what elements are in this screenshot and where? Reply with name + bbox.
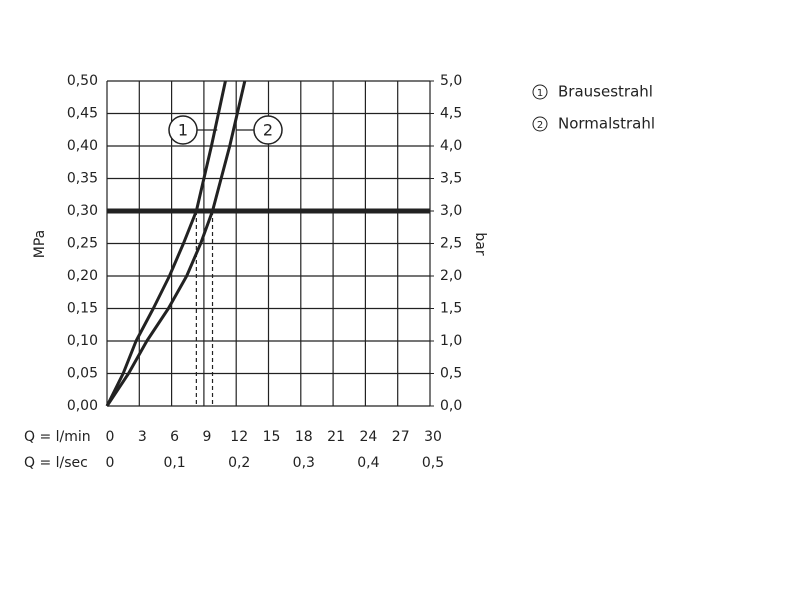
x2-tick-label: 0,3	[293, 455, 315, 471]
y2-tick-label: 2,0	[440, 268, 462, 284]
x2-tick-label: 0,4	[357, 455, 379, 471]
x-tick-label: 12	[230, 429, 248, 445]
y-tick-label: 0,15	[67, 301, 98, 317]
annotation-circle	[168, 115, 198, 145]
annotation-label: 1	[178, 121, 188, 140]
legend-number: 2	[537, 120, 543, 131]
y2-tick-label: 0,5	[440, 366, 462, 382]
x-tick-label: 6	[170, 429, 179, 445]
y-tick-label: 0,30	[67, 203, 98, 219]
y2-tick-label: 0,0	[440, 398, 462, 414]
x-tick-label: 15	[263, 429, 281, 445]
x-tick-label: 27	[392, 429, 410, 445]
y2-tick-label: 4,5	[440, 106, 462, 122]
y2-axis-label: bar	[472, 232, 488, 255]
y-tick-label: 0,25	[67, 236, 98, 252]
y-axis-label: MPa	[32, 230, 48, 258]
y-tick-label: 0,20	[67, 268, 98, 284]
legend-label: Brausestrahl	[558, 83, 653, 101]
x2-axis-label: Q = l/sec	[24, 455, 88, 471]
x-tick-label: 9	[202, 429, 211, 445]
legend-number: 1	[537, 88, 543, 99]
y2-tick-label: 3,5	[440, 171, 462, 187]
x-tick-label: 21	[327, 429, 345, 445]
annotation-circle	[253, 115, 283, 145]
y2-tick-label: 1,0	[440, 333, 462, 349]
x-tick-label: 24	[359, 429, 377, 445]
line	[105, 80, 227, 407]
annotation-label: 2	[263, 121, 273, 140]
x-axis-label: Q = l/min	[24, 429, 91, 445]
x2-tick-label: 0,2	[228, 455, 250, 471]
y2-tick-label: 4,0	[440, 138, 462, 154]
y2-tick-label: 1,5	[440, 301, 462, 317]
legend-circle	[532, 116, 548, 132]
y-tick-label: 0,35	[67, 171, 98, 187]
y-tick-label: 0,45	[67, 106, 98, 122]
y-tick-label: 0,10	[67, 333, 98, 349]
y2-tick-label: 5,0	[440, 73, 462, 89]
y2-tick-label: 3,0	[440, 203, 462, 219]
legend-circle	[532, 84, 548, 100]
y-tick-label: 0,05	[67, 366, 98, 382]
x2-tick-label: 0,1	[163, 455, 185, 471]
x2-tick-label: 0	[106, 455, 115, 471]
x2-tick-label: 0,5	[422, 455, 444, 471]
x-tick-label: 3	[138, 429, 147, 445]
x-tick-label: 18	[295, 429, 313, 445]
y-tick-label: 0,40	[67, 138, 98, 154]
x-tick-label: 30	[424, 429, 442, 445]
y-tick-label: 0,50	[67, 73, 98, 89]
line	[105, 80, 247, 407]
y2-tick-label: 2,5	[440, 236, 462, 252]
x-tick-label: 0	[106, 429, 115, 445]
legend-label: Normalstrahl	[558, 115, 655, 133]
y-tick-label: 0,00	[67, 398, 98, 414]
